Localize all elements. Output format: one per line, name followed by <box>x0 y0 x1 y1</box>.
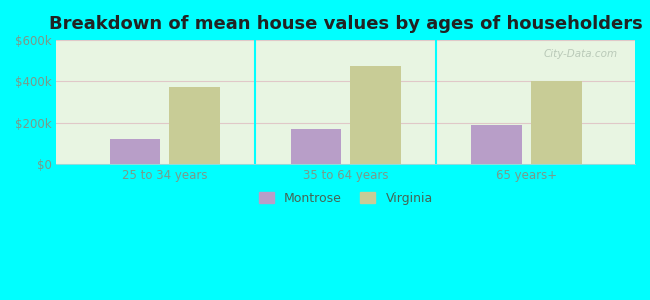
Bar <box>531 82 582 164</box>
Bar <box>291 129 341 164</box>
Title: Breakdown of mean house values by ages of householders: Breakdown of mean house values by ages o… <box>49 15 643 33</box>
Text: City-Data.com: City-Data.com <box>543 49 618 59</box>
Bar <box>350 66 401 164</box>
Bar <box>471 125 522 164</box>
Bar <box>110 140 161 164</box>
Bar <box>170 87 220 164</box>
Legend: Montrose, Virginia: Montrose, Virginia <box>254 187 437 210</box>
